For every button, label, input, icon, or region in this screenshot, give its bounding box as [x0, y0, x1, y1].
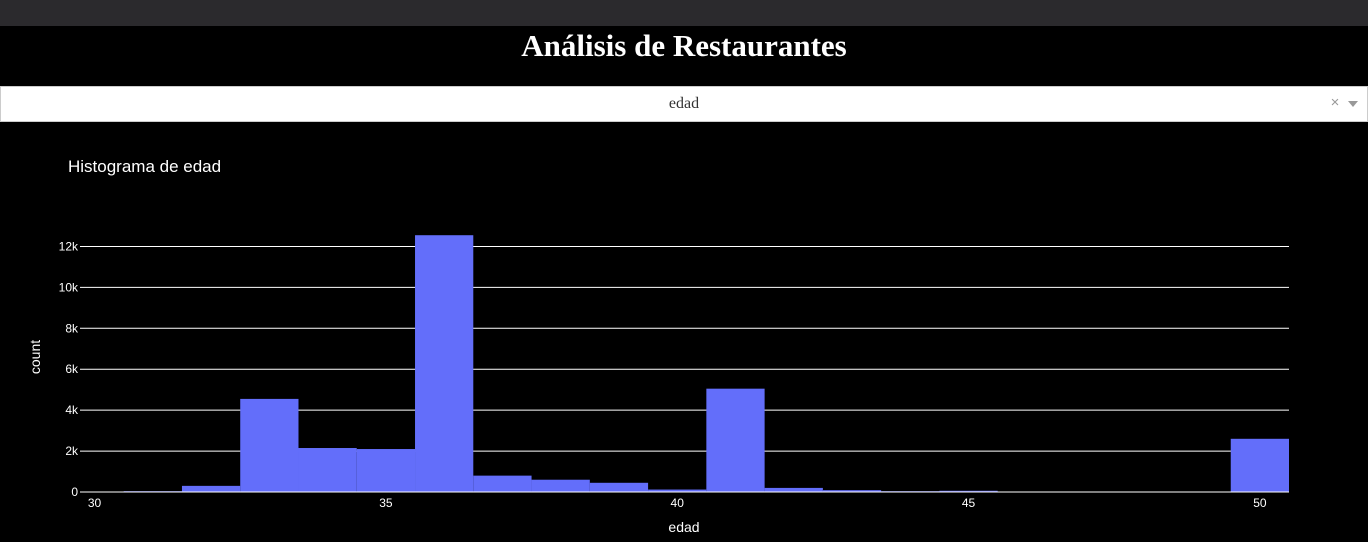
y-tick-label: 12k — [59, 239, 79, 253]
histogram-bar[interactable] — [939, 490, 998, 492]
y-tick-label: 8k — [65, 321, 79, 335]
histogram-bar[interactable] — [181, 485, 241, 492]
y-tick-label: 4k — [65, 403, 79, 417]
page-title: Análisis de Restaurantes — [521, 28, 847, 63]
column-dropdown[interactable]: edad × — [0, 86, 1368, 122]
x-tick-label: 35 — [379, 496, 393, 510]
y-tick-label: 0 — [71, 485, 78, 499]
histogram-bar[interactable] — [356, 449, 416, 492]
x-tick-label: 45 — [962, 496, 976, 510]
y-tick-labels: 0 2k 4k 6k 8k 10k 12k — [59, 239, 79, 499]
chevron-down-icon[interactable] — [1348, 101, 1358, 107]
x-tick-label: 30 — [88, 496, 102, 510]
histogram-bar[interactable] — [531, 479, 590, 492]
histogram-bar[interactable] — [473, 475, 532, 492]
chart-title: Histograma de edad — [68, 157, 221, 176]
x-tick-label: 40 — [671, 496, 685, 510]
y-axis-title: count — [27, 340, 43, 374]
histogram-bar[interactable] — [764, 487, 823, 492]
y-tick-label: 6k — [65, 362, 79, 376]
histogram-bar[interactable] — [648, 489, 707, 492]
histogram-bar[interactable] — [298, 448, 357, 492]
x-tick-label: 50 — [1253, 496, 1267, 510]
dropdown-selected-value[interactable]: edad — [668, 95, 700, 112]
x-tick-labels: 30 35 40 45 50 — [88, 496, 1267, 510]
histogram-chart: 0 2k 4k 6k 8k 10k 12k 30 35 40 45 50 Histograma de… — [27, 157, 1289, 535]
y-tick-label: 10k — [59, 280, 79, 294]
histogram-bar[interactable] — [1230, 438, 1289, 492]
browser-top-bar — [0, 0, 1368, 26]
x-axis-title: edad — [668, 519, 699, 535]
histogram-bar[interactable] — [822, 490, 882, 492]
y-tick-label: 2k — [65, 444, 79, 458]
clear-icon[interactable]: × — [1330, 94, 1340, 111]
histogram-bar[interactable] — [415, 235, 474, 492]
histogram-bar[interactable] — [706, 388, 765, 492]
histogram-bar[interactable] — [240, 398, 299, 492]
bars — [80, 235, 1289, 492]
histogram-bar[interactable] — [589, 482, 649, 492]
